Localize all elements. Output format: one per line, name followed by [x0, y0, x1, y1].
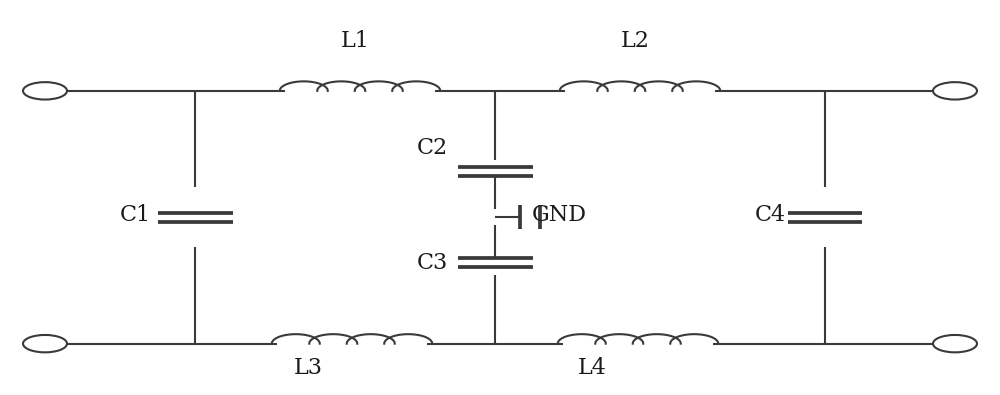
Text: C3: C3 — [416, 252, 448, 274]
Text: L2: L2 — [621, 30, 649, 53]
Text: C2: C2 — [416, 137, 448, 159]
Text: L3: L3 — [294, 357, 322, 379]
Text: L1: L1 — [341, 30, 369, 53]
Text: L4: L4 — [578, 357, 606, 379]
Text: GND: GND — [532, 204, 587, 226]
Text: C4: C4 — [754, 204, 786, 226]
Text: C1: C1 — [119, 204, 151, 226]
